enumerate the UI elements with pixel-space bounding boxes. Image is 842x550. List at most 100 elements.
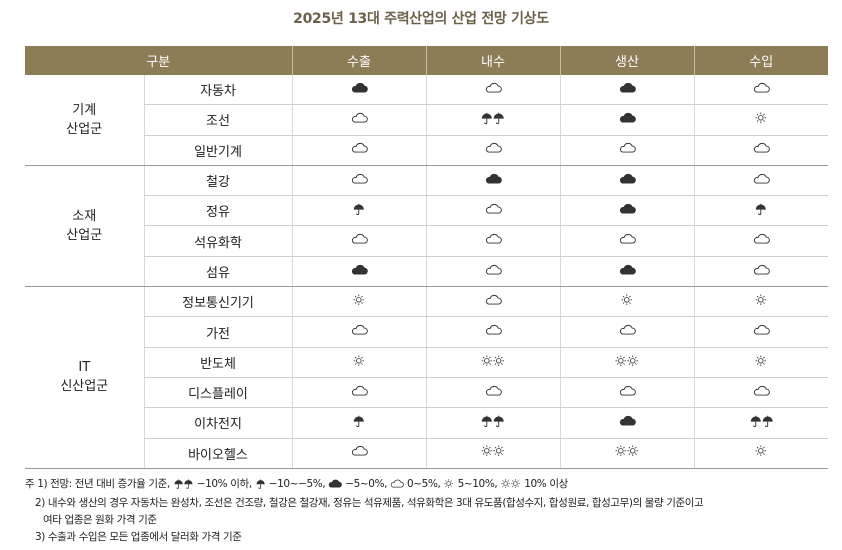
- forecast-cell-import: [693, 347, 829, 378]
- legend-double-umbrella-icon: [173, 478, 194, 495]
- table-row: 반도체: [25, 347, 829, 378]
- forecast-cell-production: [559, 286, 695, 318]
- forecast-cell-export: [291, 256, 427, 288]
- filled-cloud-icon: [619, 263, 636, 281]
- forecast-cell-export: [291, 438, 427, 469]
- outline-cloud-icon: [351, 172, 368, 190]
- footnotes: 주 1) 전망: 전년 대비 증가율 기준, −10% 이하, −10~−5%,…: [25, 476, 835, 546]
- forecast-cell-import: [693, 286, 829, 318]
- table-row: 가전: [25, 316, 829, 348]
- table-row: 섬유: [25, 256, 829, 288]
- industry-name: 정보통신기기: [143, 286, 293, 318]
- forecast-cell-import: [693, 256, 829, 288]
- industry-name: 석유화학: [143, 225, 293, 257]
- group-label: 소재 산업군: [25, 165, 144, 288]
- sun-icon: [754, 111, 768, 129]
- header-domestic: 내수: [425, 46, 561, 75]
- outline-cloud-icon: [485, 263, 502, 281]
- filled-cloud-icon: [351, 81, 368, 99]
- outline-cloud-icon: [485, 293, 502, 311]
- header-production: 생산: [559, 46, 695, 75]
- footnote-2: 2) 내수와 생산의 경우 자동차는 완성차, 조선은 건조량, 철강은 철강재…: [35, 497, 704, 509]
- group-label: IT 신산업군: [25, 286, 144, 469]
- filled-cloud-icon: [619, 81, 636, 99]
- forecast-cell-domestic: [425, 135, 561, 166]
- umbrella-icon: [352, 202, 366, 220]
- forecast-cell-export: [291, 75, 427, 106]
- forecast-cell-domestic: [425, 347, 561, 378]
- forecast-cell-production: [559, 225, 695, 257]
- table-row: 디스플레이: [25, 377, 829, 409]
- forecast-cell-import: [693, 407, 829, 439]
- outline-cloud-icon: [753, 172, 770, 190]
- forecast-cell-domestic: [425, 225, 561, 257]
- forecast-cell-production: [559, 195, 695, 227]
- forecast-cell-import: [693, 104, 829, 136]
- forecast-cell-import: [693, 438, 829, 469]
- table-header-row: 구분 수출 내수 생산 수입: [25, 46, 829, 75]
- group-label-line: 산업군: [66, 121, 103, 137]
- forecast-cell-domestic: [425, 165, 561, 197]
- filled-cloud-icon: [485, 172, 502, 190]
- double-sun-icon: [480, 444, 506, 462]
- forecast-cell-domestic: [425, 104, 561, 136]
- forecast-cell-production: [559, 104, 695, 136]
- outline-cloud-icon: [753, 81, 770, 99]
- header-import: 수입: [693, 46, 829, 75]
- forecast-cell-export: [291, 104, 427, 136]
- outline-cloud-icon: [619, 384, 636, 402]
- table-row: 소재 산업군 철강: [25, 165, 829, 288]
- outline-cloud-icon: [485, 202, 502, 220]
- forecast-cell-domestic: [425, 316, 561, 348]
- page-title: 2025년 13대 주력산업의 산업 전망 기상도: [293, 11, 549, 27]
- forecast-cell-export: [291, 347, 427, 378]
- forecast-cell-production: [559, 407, 695, 439]
- industry-name: 일반기계: [143, 135, 293, 166]
- industry-name: 정유: [143, 195, 293, 227]
- outline-cloud-icon: [619, 141, 636, 159]
- forecast-cell-domestic: [425, 407, 561, 439]
- forecast-cell-export: [291, 225, 427, 257]
- forecast-cell-export: [291, 316, 427, 348]
- outline-cloud-icon: [485, 81, 502, 99]
- outline-cloud-icon: [351, 141, 368, 159]
- industry-name: 철강: [143, 165, 293, 197]
- legend-sun-icon: [443, 478, 454, 495]
- forecast-cell-domestic: [425, 286, 561, 318]
- group-label-line: 기계: [72, 102, 97, 118]
- forecast-cell-import: [693, 225, 829, 257]
- outline-cloud-icon: [619, 232, 636, 250]
- forecast-cell-production: [559, 165, 695, 197]
- outline-cloud-icon: [485, 141, 502, 159]
- industry-name: 바이오헬스: [143, 438, 293, 469]
- outline-cloud-icon: [753, 141, 770, 159]
- forecast-cell-production: [559, 377, 695, 409]
- table-row: 이차전지: [25, 407, 829, 439]
- industry-name: 자동차: [143, 75, 293, 106]
- double-sun-icon: [614, 444, 640, 462]
- sun-icon: [352, 293, 366, 311]
- outline-cloud-icon: [485, 323, 502, 341]
- forecast-cell-import: [693, 75, 829, 106]
- umbrella-icon: [754, 202, 768, 220]
- sun-icon: [620, 293, 634, 311]
- outline-cloud-icon: [351, 232, 368, 250]
- forecast-cell-production: [559, 135, 695, 166]
- forecast-cell-production: [559, 75, 695, 106]
- header-export: 수출: [291, 46, 427, 75]
- sun-icon: [754, 354, 768, 372]
- outline-cloud-icon: [351, 444, 368, 462]
- header-category: 구분: [25, 46, 293, 75]
- double-umbrella-icon: [480, 414, 506, 432]
- legend-outline-cloud-icon: [390, 478, 404, 495]
- double-umbrella-icon: [480, 111, 506, 129]
- group-label-line: 산업군: [66, 227, 103, 243]
- forecast-cell-import: [693, 165, 829, 197]
- forecast-cell-production: [559, 438, 695, 469]
- industry-name: 디스플레이: [143, 377, 293, 409]
- table-row: 석유화학: [25, 225, 829, 257]
- forecast-cell-production: [559, 347, 695, 378]
- footnote-3: 3) 수출과 수입은 모든 업종에서 달러화 가격 기준: [35, 531, 242, 543]
- legend-filled-cloud-icon: [328, 478, 343, 495]
